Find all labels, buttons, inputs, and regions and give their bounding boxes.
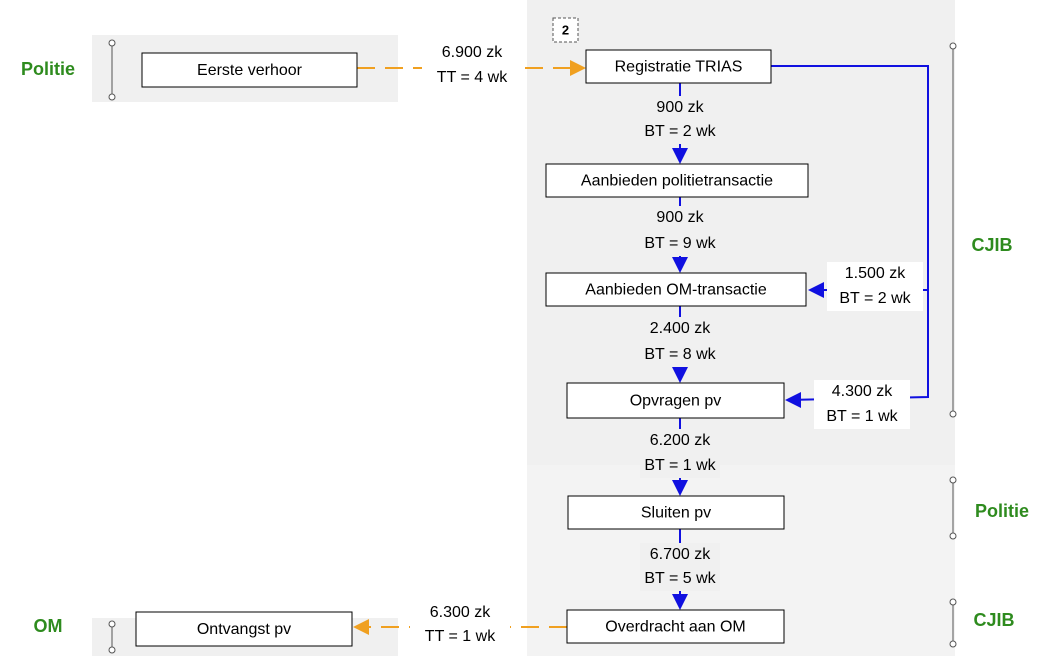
process-label: Eerste verhoor [197,62,303,79]
edge-label: BT = 9 wk [644,235,716,252]
edge-label: 900 zk [656,99,704,116]
edge-label: BT = 8 wk [644,346,716,363]
edge-label: BT = 5 wk [644,570,716,587]
edge-label: 6.700 zk [650,546,711,563]
badge-text: 2 [562,22,569,37]
edge-label: 900 zk [656,209,704,226]
lane-label: CJIB [971,235,1012,255]
process-label: Sluiten pv [641,505,711,522]
badge [552,17,579,43]
process-box [567,495,785,530]
lane-label: OM [34,616,63,636]
lane-label: Politie [975,501,1029,521]
lane-label: Politie [21,59,75,79]
process-box [566,382,785,419]
edge-label: BT = 1 wk [644,457,716,474]
edge-label: 2.400 zk [650,320,711,337]
edge-label: BT = 1 wk [826,408,898,425]
bracket [108,39,957,654]
process-box [545,163,809,198]
edge-label: 6.200 zk [650,432,711,449]
edge-label-bg [422,41,522,90]
edge-label: BT = 2 wk [839,290,911,307]
process-label: Overdracht aan OM [605,619,746,636]
process-box [566,609,785,644]
process-box [135,611,353,647]
edge-label: 1.500 zk [845,265,906,282]
process-label: Registratie TRIAS [615,59,743,76]
edge-label: BT = 2 wk [644,123,716,140]
process-label: Aanbieden OM-transactie [585,282,767,299]
edge-label-bg [640,317,720,367]
process-label: Opvragen pv [630,393,722,410]
edge-label: 4.300 zk [832,383,893,400]
process-label: Ontvangst pv [197,621,291,638]
edge-label-bg [827,262,923,311]
edge-label: TT = 4 wk [437,69,508,86]
lane-label: CJIB [973,610,1014,630]
edge-label: TT = 1 wk [425,628,496,645]
process-box [585,49,772,84]
edge-label-bg [640,543,720,591]
edge-label-bg [814,380,910,429]
edge-label: 6.900 zk [442,44,503,61]
edge-label-bg [640,206,720,256]
process-label: Aanbieden politietransactie [581,173,773,190]
edge-label-bg [410,601,510,649]
edge-label-bg [640,429,720,478]
process-box [141,52,358,88]
edge-label: 6.300 zk [430,604,491,621]
process-box [545,272,807,307]
edge-label-bg [640,96,720,144]
